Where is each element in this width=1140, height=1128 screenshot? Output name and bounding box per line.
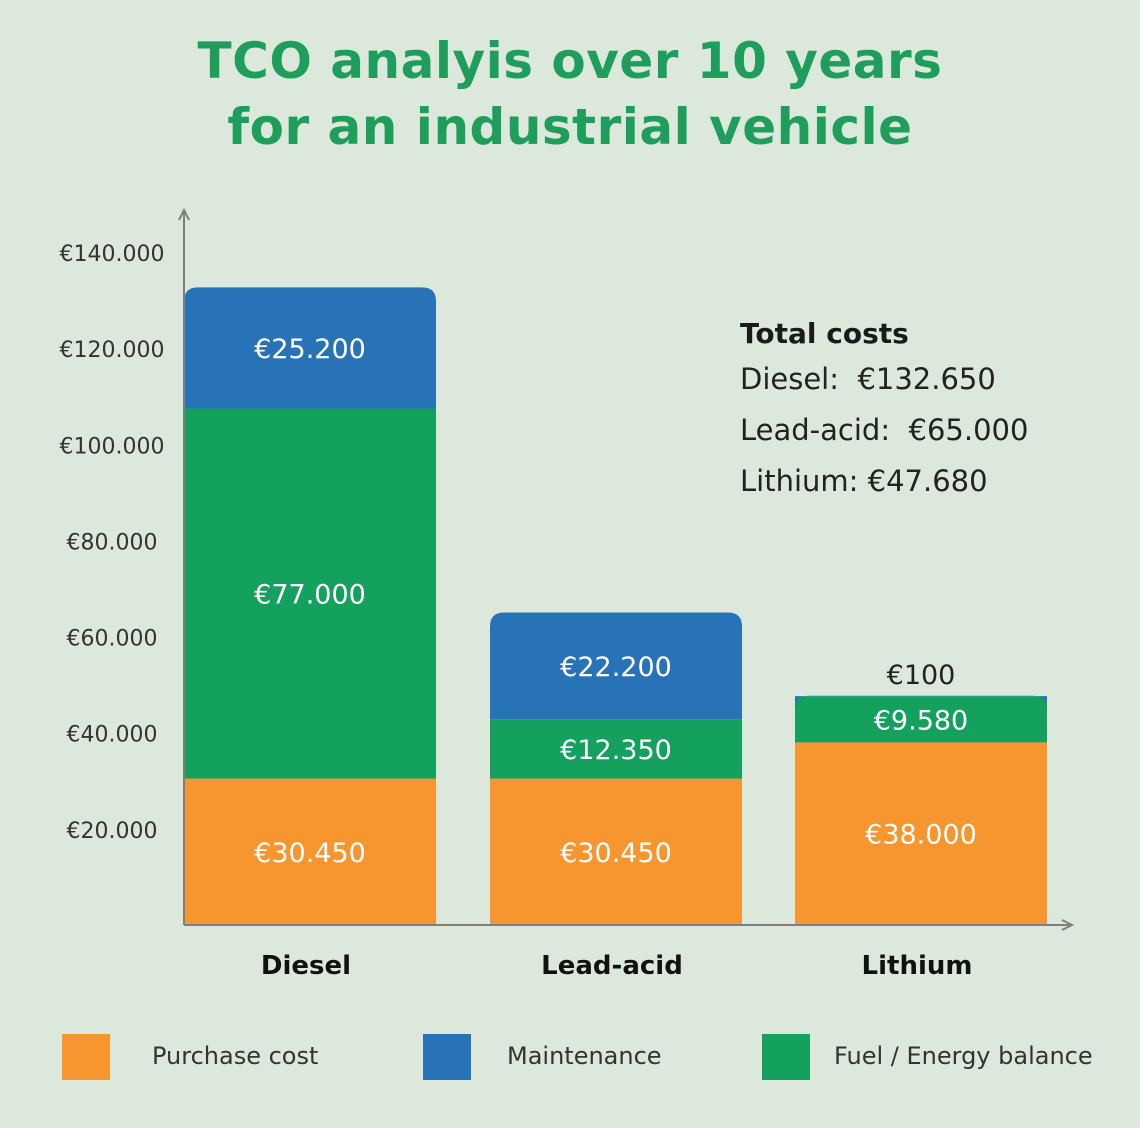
y-axis-arrow — [178, 207, 190, 221]
x-axis-arrow — [1061, 919, 1075, 931]
legend-swatch-fuel — [762, 1034, 810, 1080]
chart-title-line-2: for an industrial vehicle — [227, 98, 913, 156]
legend-swatch-maintenance — [423, 1034, 471, 1080]
data-label-diesel-maintenance: €25.200 — [254, 334, 366, 365]
data-label-lithium-maintenance: €100 — [887, 660, 956, 691]
y-tick-label-120000: €120.000 — [60, 338, 165, 363]
y-tick-label-40000: €40.000 — [67, 723, 158, 748]
total-costs-diesel: Diesel: €132.650 — [740, 362, 996, 396]
total-costs-lead-acid: Lead-acid: €65.000 — [740, 413, 1029, 447]
chart-title-line-1: TCO analyis over 10 years — [197, 32, 943, 90]
legend-label-maintenance: Maintenance — [507, 1042, 662, 1070]
y-tick-label-140000: €140.000 — [60, 242, 165, 267]
x-tick-label-diesel: Diesel — [261, 951, 351, 981]
bar-diesel-maintenance — [184, 287, 436, 409]
data-label-lead-acid-purchase: €30.450 — [560, 838, 672, 869]
chart-title: TCO analyis over 10 years for an industr… — [0, 28, 1140, 160]
data-label-lithium-fuel: €9.580 — [874, 705, 968, 736]
legend-label-fuel: Fuel / Energy balance — [834, 1042, 1093, 1070]
bar-lead-acid-fuel — [490, 719, 742, 779]
bar-lead-acid-maintenance — [490, 612, 742, 720]
data-label-diesel-purchase: €30.450 — [254, 838, 366, 869]
bar-lithium-fuel — [795, 696, 1047, 743]
data-label-lead-acid-maintenance: €22.200 — [560, 652, 672, 683]
bar-lead-acid-purchase — [490, 778, 742, 925]
total-costs-lithium: Lithium: €47.680 — [740, 464, 988, 498]
y-tick-label-100000: €100.000 — [60, 434, 165, 459]
x-tick-label-lithium: Lithium — [862, 951, 973, 981]
data-label-diesel-fuel: €77.000 — [254, 580, 366, 611]
data-label-lithium-purchase: €38.000 — [865, 820, 977, 851]
bar-diesel-purchase — [184, 778, 436, 925]
y-tick-label-80000: €80.000 — [67, 530, 158, 555]
data-label-lead-acid-fuel: €12.350 — [560, 735, 672, 766]
legend-swatch-purchase — [62, 1034, 110, 1080]
bar-diesel-fuel — [184, 408, 436, 779]
legend-label-purchase: Purchase cost — [152, 1042, 319, 1070]
total-costs-panel: Total costs Diesel: €132.650 Lead-acid: … — [740, 314, 1028, 507]
total-costs-heading: Total costs — [740, 317, 909, 350]
bar-lithium-purchase — [795, 742, 1047, 925]
y-tick-label-20000: €20.000 — [67, 819, 158, 844]
x-tick-label-lead-acid: Lead-acid — [541, 951, 683, 981]
y-tick-label-60000: €60.000 — [67, 627, 158, 652]
chart-legend: Purchase cost Maintenance Fuel / Energy … — [0, 1034, 1140, 1094]
